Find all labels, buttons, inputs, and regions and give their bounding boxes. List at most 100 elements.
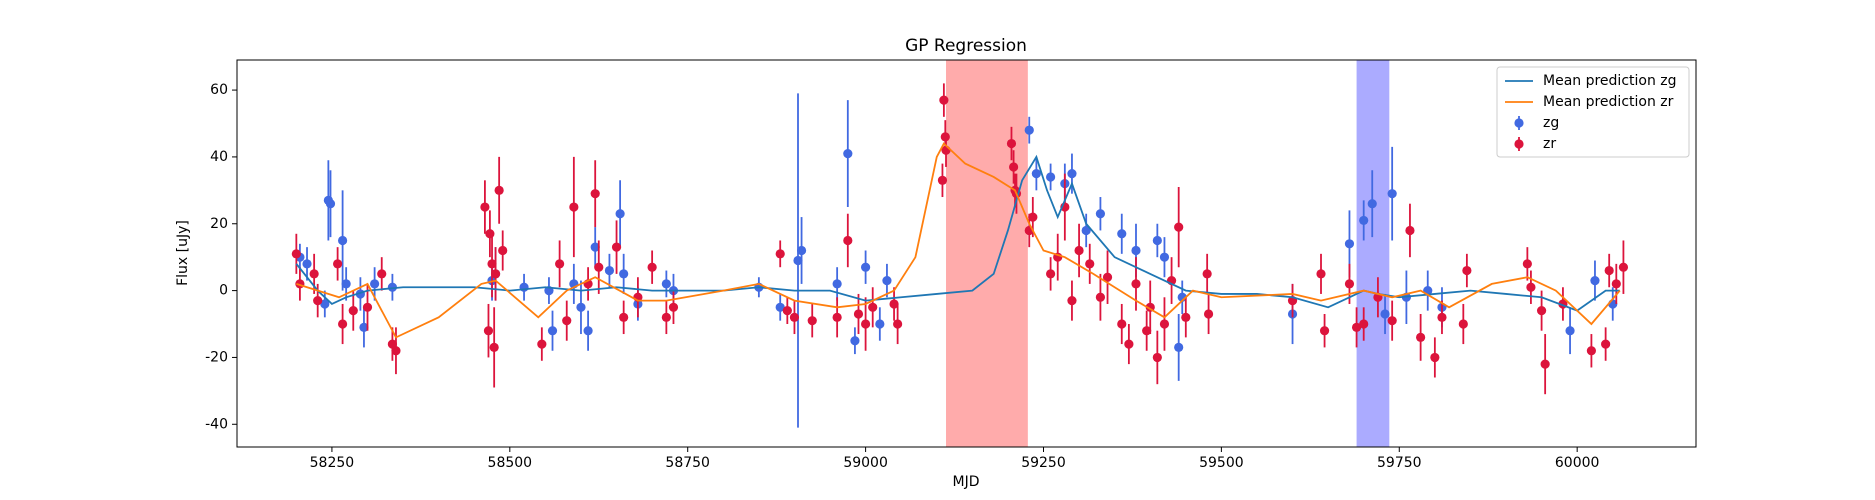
- x-tick-label: 59000: [843, 455, 888, 471]
- data-point: [494, 185, 504, 195]
- data-point: [807, 316, 817, 326]
- data-point: [309, 269, 319, 279]
- data-point: [1405, 225, 1415, 236]
- y-tick-label: 40: [210, 149, 228, 165]
- data-point: [789, 312, 800, 322]
- data-point: [519, 282, 529, 292]
- data-point: [348, 306, 358, 316]
- data-point: [583, 326, 593, 336]
- data-point: [882, 275, 892, 286]
- data-point: [1604, 265, 1614, 276]
- data-point: [590, 242, 600, 252]
- mean-line: [296, 142, 1621, 339]
- data-point: [796, 245, 807, 256]
- x-tick-label: 58500: [488, 455, 533, 471]
- data-point: [1316, 269, 1326, 279]
- data-point: [362, 302, 373, 312]
- data-point: [320, 299, 330, 309]
- data-point: [1565, 326, 1575, 336]
- data-point: [1159, 319, 1170, 329]
- data-point: [1367, 199, 1377, 209]
- data-point: [604, 265, 615, 276]
- highlight-span: [946, 60, 1028, 447]
- data-point: [793, 255, 803, 266]
- data-point: [483, 326, 494, 336]
- data-point: [619, 312, 629, 322]
- data-point: [1359, 215, 1369, 226]
- x-tick-label: 58750: [665, 455, 710, 471]
- data-point: [1152, 235, 1162, 246]
- data-point: [1181, 312, 1191, 322]
- data-point: [939, 95, 949, 105]
- data-point: [1416, 332, 1426, 342]
- data-point: [302, 259, 312, 269]
- data-point: [868, 302, 878, 312]
- data-point: [1586, 346, 1596, 356]
- data-point: [893, 319, 903, 329]
- data-point: [485, 229, 495, 239]
- data-point: [1024, 125, 1034, 135]
- data-point: [1131, 245, 1141, 256]
- data-point: [337, 235, 348, 246]
- legend-box: [1496, 66, 1690, 158]
- data-point: [850, 336, 860, 346]
- data-point: [782, 306, 792, 316]
- legend-label: Mean prediction zg: [1543, 73, 1677, 89]
- data-point: [537, 339, 547, 349]
- data-point: [937, 175, 948, 185]
- data-point: [1387, 316, 1397, 326]
- data-point: [325, 199, 336, 209]
- data-point: [555, 259, 565, 269]
- data-point: [1458, 319, 1468, 329]
- data-point: [1380, 309, 1390, 319]
- data-point: [647, 262, 657, 272]
- data-point: [370, 279, 380, 289]
- data-point: [489, 342, 499, 353]
- data-point: [1142, 326, 1152, 336]
- y-tick-label: -20: [205, 349, 228, 365]
- data-point: [1006, 138, 1017, 149]
- data-point: [333, 259, 343, 269]
- data-point: [1536, 306, 1547, 316]
- data-point: [1174, 222, 1184, 232]
- data-point: [860, 262, 871, 272]
- data-point: [1203, 309, 1214, 319]
- data-point: [1117, 229, 1127, 239]
- axes-frame: [236, 59, 1697, 448]
- data-point: [1152, 352, 1162, 363]
- data-point: [1540, 359, 1550, 369]
- x-axis-label: MJD: [953, 474, 980, 490]
- data-point: [1095, 209, 1106, 219]
- data-point: [391, 346, 401, 356]
- data-point: [853, 309, 864, 319]
- data-point: [547, 326, 558, 336]
- data-point: [1522, 259, 1532, 269]
- data-point: [860, 319, 871, 329]
- data-point: [661, 312, 671, 322]
- data-point: [1102, 272, 1113, 282]
- data-point: [1081, 225, 1091, 236]
- data-point: [1124, 339, 1134, 349]
- data-point: [337, 319, 348, 329]
- data-point: [832, 312, 842, 322]
- data-point: [1344, 279, 1355, 289]
- data-point: [1009, 162, 1019, 172]
- data-point: [1031, 169, 1041, 179]
- data-point: [1202, 269, 1212, 279]
- data-point: [576, 302, 586, 312]
- data-point: [875, 319, 885, 329]
- y-axis-label: Flux [uJy]: [175, 220, 191, 286]
- data-point: [1159, 252, 1170, 262]
- data-point: [611, 242, 622, 252]
- data-point: [1095, 292, 1106, 302]
- data-point: [1359, 319, 1369, 329]
- legend-swatch: [1514, 139, 1524, 149]
- data-point: [1319, 326, 1330, 336]
- data-point: [889, 299, 899, 309]
- x-tick-label: 58250: [310, 455, 355, 471]
- x-tick-label: 59750: [1377, 455, 1422, 471]
- y-tick-label: 20: [210, 216, 228, 232]
- mean-line: [295, 154, 1620, 312]
- x-tick-label: 60000: [1555, 455, 1600, 471]
- data-point: [1526, 282, 1536, 292]
